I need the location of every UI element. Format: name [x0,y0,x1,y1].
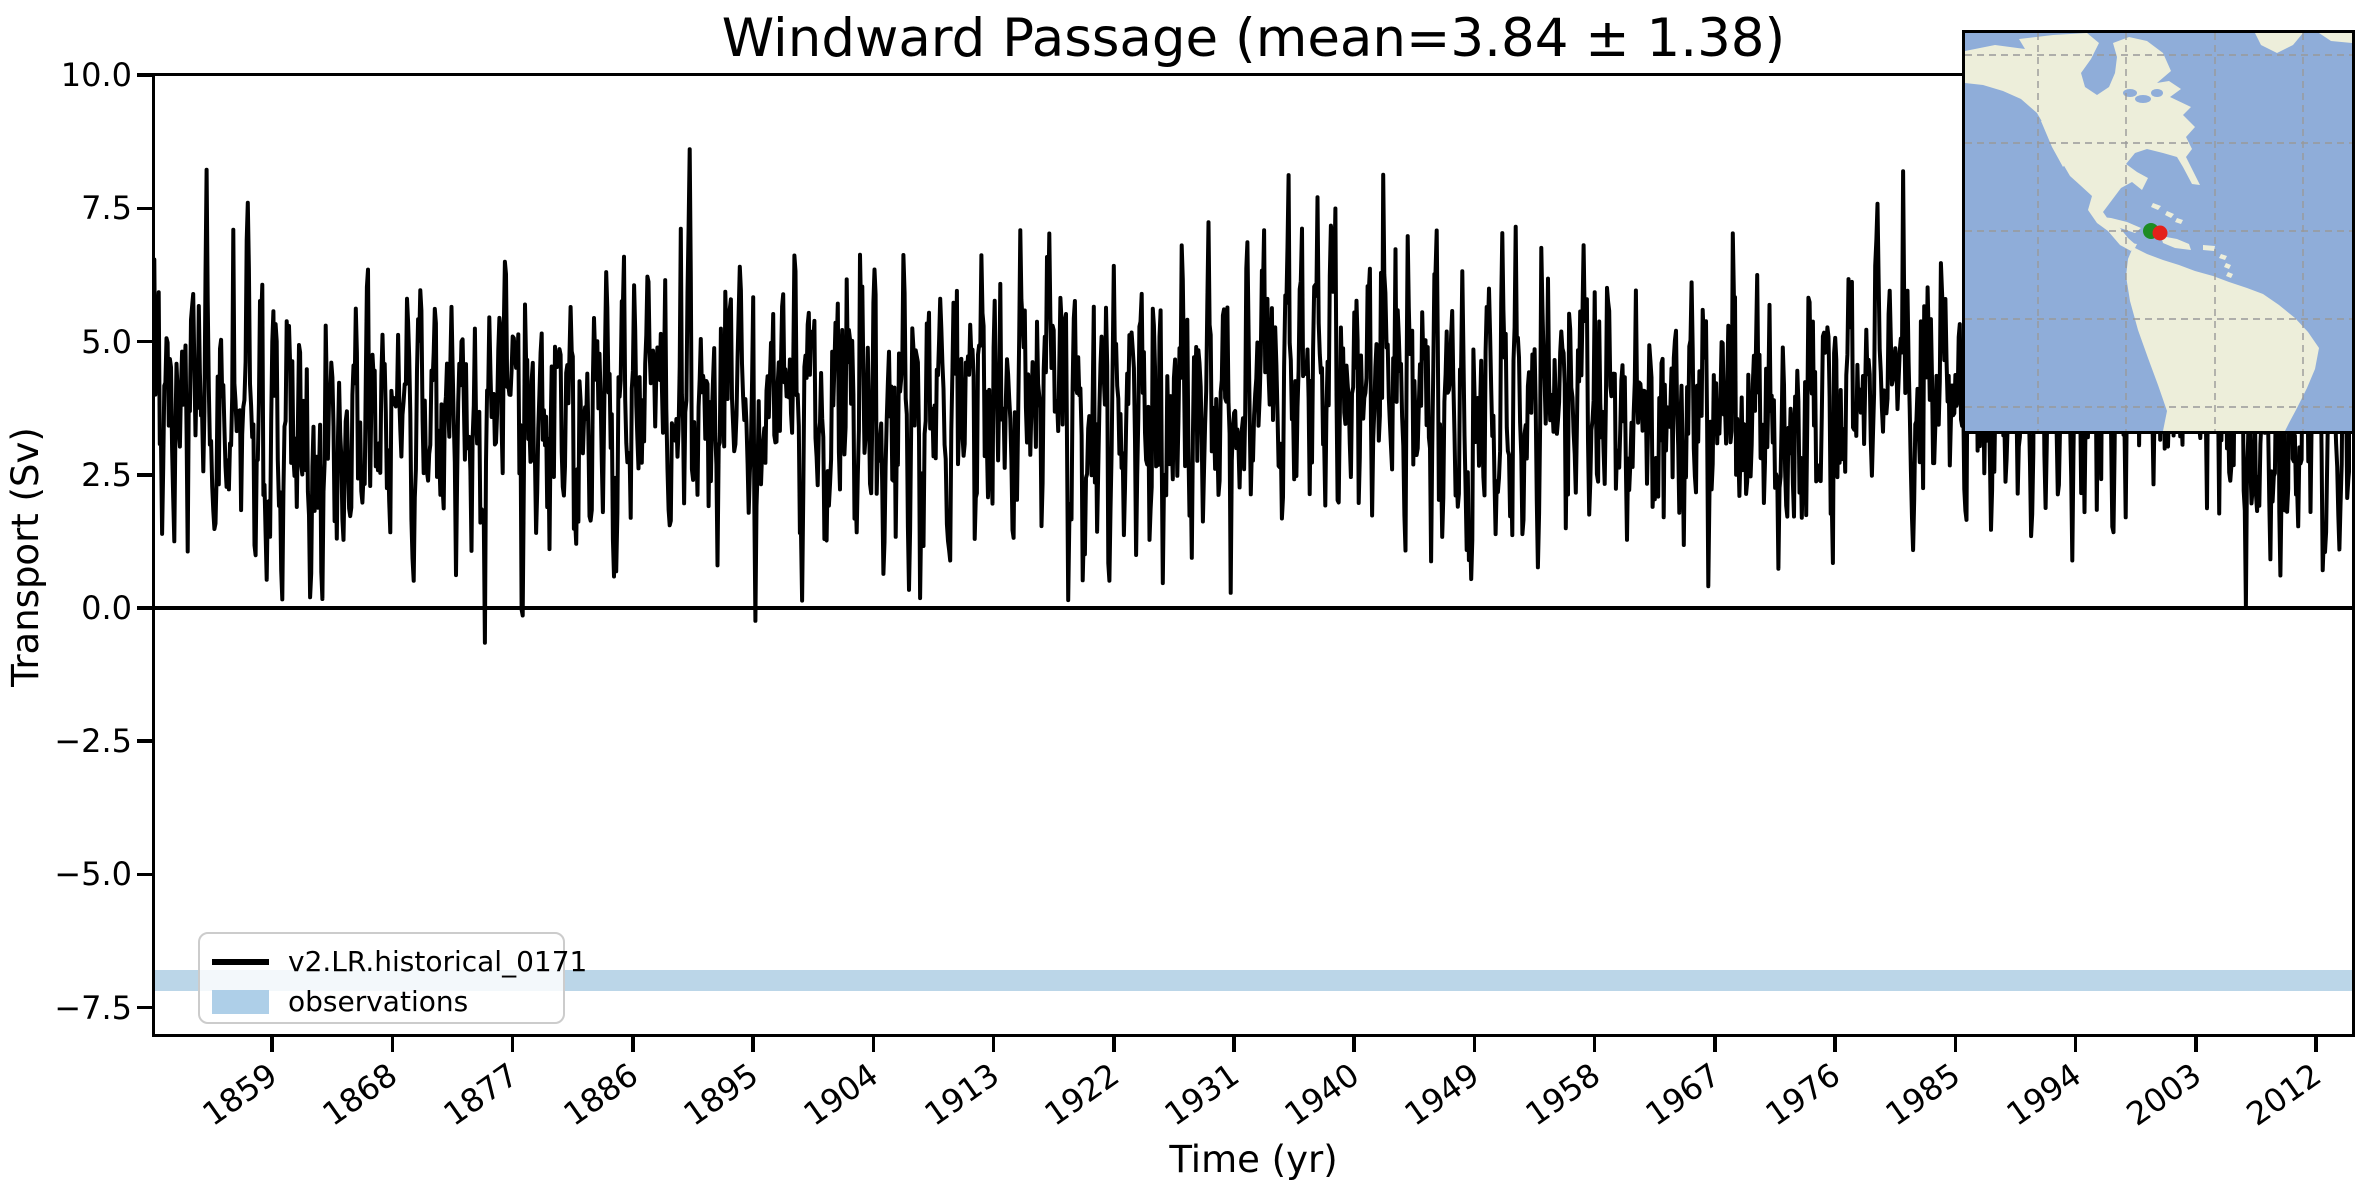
y-tick-mark [137,739,152,743]
y-tick-label: 0.0 [81,589,132,628]
map-land-north-america [1965,33,2200,251]
y-tick-label: −2.5 [54,722,132,761]
x-tick-mark [1953,1037,1958,1052]
map-islands-antilles [2219,254,2233,288]
y-tick-label: 10.0 [60,56,132,95]
x-tick-mark [631,1037,635,1052]
y-tick-mark [137,1005,152,1010]
legend: v2.LR.historical_0171 observations [198,932,587,1024]
x-tick-mark [991,1037,996,1052]
map-island-cuba [2093,216,2141,233]
y-tick-mark [137,473,152,477]
observations-band [155,970,2352,991]
x-tick-mark [390,1037,395,1052]
y-tick-mark [137,872,152,877]
map-islands-bahamas [2151,203,2183,224]
x-tick-mark [1472,1037,1477,1052]
x-tick-mark [2073,1037,2078,1052]
legend-entry: v2.LR.historical_0171 [212,944,587,980]
y-tick-mark [137,206,152,211]
y-axis-label: Transport (Sv) [4,427,47,687]
y-tick-mark [137,73,152,77]
y-tick-label: 5.0 [81,322,132,361]
y-tick-mark [137,606,152,610]
x-tick-mark [510,1037,515,1052]
legend-entry: observations [212,984,563,1020]
zero-line [155,605,2352,610]
legend-label: observations [288,985,469,1018]
map-island-puerto-rico [2203,245,2215,251]
x-tick-mark [1833,1037,1837,1052]
x-tick-mark [871,1037,876,1052]
legend-line-sample [212,959,269,965]
map-island-hispaniola [2161,236,2191,250]
marker-red-dot [2152,225,2168,241]
map-gridlines [1965,33,2352,431]
map-land-greenland-2 [2319,33,2352,43]
x-tick-mark [2314,1037,2318,1052]
y-tick-label: 7.5 [81,189,132,228]
x-tick-mark [270,1037,274,1052]
y-tick-label: −5.0 [54,855,132,894]
x-tick-mark [1112,1037,1116,1052]
y-tick-label: −7.5 [54,988,132,1027]
legend-patch-sample [212,990,269,1014]
x-tick-mark [1592,1037,1597,1052]
x-axis-label: Time (yr) [1169,1138,1338,1180]
y-tick-label: 2.5 [81,455,132,494]
inset-map-svg [1965,33,2352,431]
x-tick-mark [1352,1037,1356,1052]
map-land-south-america [2126,247,2319,431]
map-land [1965,33,2352,431]
legend-label: v2.LR.historical_0171 [288,945,588,978]
inset-map [1962,30,2355,434]
x-tick-mark [1232,1037,1236,1052]
x-tick-mark [2194,1037,2198,1052]
x-tick-mark [751,1037,755,1052]
chart-title: Windward Passage (mean=3.84 ± 1.38) [721,8,1786,69]
map-land-greenland [2255,33,2303,53]
x-tick-mark [1713,1037,1717,1052]
y-tick-mark [137,339,152,344]
